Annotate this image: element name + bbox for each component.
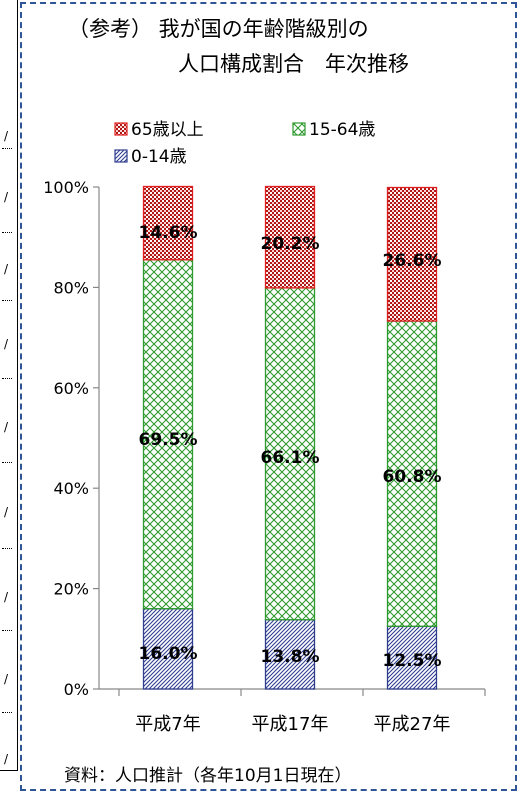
bar-segment (386, 186, 438, 322)
legend: 65歳以上 15-64歳 0-14歳 (114, 120, 375, 167)
row-mark: / (4, 752, 9, 766)
bar-segment (264, 619, 316, 690)
y-tick-label: 100% (43, 178, 89, 197)
legend-label: 0-14歳 (131, 147, 187, 167)
legend-label: 15-64歳 (309, 120, 375, 140)
left-neighbor-table-edge: / / / / / / / / / (0, 0, 18, 771)
axes: 0% 20% 40% 60% 80% 100% 平成7年 平成17年 平成27年 (43, 178, 486, 735)
y-tick-label: 20% (53, 580, 89, 599)
row-mark: / (4, 262, 9, 276)
data-label: 12.5% (383, 651, 442, 671)
row-mark: / (4, 505, 9, 519)
row-mark (2, 148, 12, 150)
data-label: 14.6% (139, 223, 198, 243)
legend-swatch (292, 122, 306, 136)
row-mark (2, 548, 12, 550)
data-label: 13.8% (261, 647, 320, 667)
data-label: 69.5% (139, 430, 198, 450)
chart-title-line-2: 人口構成割合 年次推移 (178, 52, 409, 76)
data-label: 60.8% (383, 467, 442, 487)
bars: 16.0% 69.5% 14.6% 13.8% 66.1% 20.2% 12.5% 60.8%… (139, 185, 442, 690)
source-note: 資料：人口推計（各年10月1日現在） (64, 766, 351, 786)
x-tick-label: 平成7年 (135, 714, 200, 735)
row-mark (2, 712, 12, 714)
legend-label: 65歳以上 (131, 120, 204, 140)
population-ratio-chart: （参考） 我が国の年齢階級別の 人口構成割合 年次推移 65歳以上 15-64歳 0… (43, 17, 486, 786)
row-mark: / (4, 190, 9, 204)
x-tick-label: 平成17年 (252, 714, 329, 735)
x-tick-label: 平成27年 (374, 714, 451, 735)
legend-swatch (114, 122, 128, 136)
y-tick-label: 40% (53, 479, 89, 498)
bar-segment (264, 287, 316, 621)
bar-segment (386, 320, 438, 627)
chart-panel: （参考） 我が国の年齢階級別の 人口構成割合 年次推移 65歳以上 15-64歳 0… (20, 2, 517, 791)
row-mark: / (4, 672, 9, 686)
y-tick-label: 80% (53, 278, 89, 297)
y-tick-label: 0% (64, 680, 89, 699)
row-mark: / (4, 590, 9, 604)
bar-segment (386, 625, 438, 690)
row-mark (2, 462, 12, 464)
bar-segment (142, 259, 194, 610)
chart-title-line-1: （参考） 我が国の年齢階級別の (68, 17, 369, 41)
bar-segment (142, 608, 194, 690)
y-tick-label: 60% (53, 379, 89, 398)
data-label: 66.1% (261, 448, 320, 468)
data-label: 26.6% (383, 251, 442, 271)
data-label: 20.2% (261, 234, 320, 254)
row-mark: / (4, 129, 9, 143)
row-mark (2, 378, 12, 380)
row-mark: / (4, 337, 9, 351)
data-label: 16.0% (139, 644, 198, 664)
row-mark: / (4, 420, 9, 434)
bar-segment (264, 185, 316, 289)
legend-swatch (114, 149, 128, 163)
row-mark (2, 232, 12, 234)
row-mark (2, 300, 12, 302)
row-mark (2, 630, 12, 632)
bar-segment (142, 185, 194, 261)
